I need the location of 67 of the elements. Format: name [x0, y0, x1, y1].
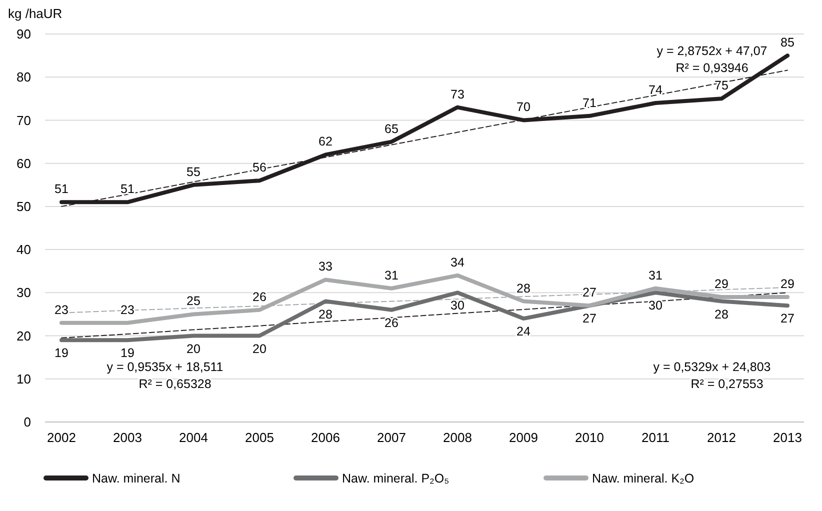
data-label: 71 — [582, 96, 596, 110]
data-label: 24 — [516, 324, 530, 339]
data-label: 74 — [648, 82, 662, 97]
data-label: 34 — [450, 255, 464, 270]
data-label: 19 — [54, 346, 68, 360]
y-tick-label: 70 — [16, 112, 31, 128]
data-label: 28 — [714, 307, 728, 322]
x-tick-label: 2013 — [773, 430, 802, 445]
x-tick-label: 2005 — [245, 430, 274, 445]
data-label: 51 — [120, 182, 134, 196]
y-tick-label: 30 — [16, 285, 31, 300]
x-tick-label: 2006 — [311, 430, 340, 445]
y-tick-label: 60 — [16, 156, 31, 171]
data-label: 30 — [450, 298, 464, 313]
x-tick-label: 2002 — [47, 430, 76, 445]
x-tick-label: 2004 — [179, 430, 208, 445]
annotation: y = 2,8752x + 47,07 — [656, 44, 768, 58]
data-label: 20 — [186, 342, 200, 356]
data-label: 31 — [384, 268, 398, 282]
annotation: y = 0,5329x + 24,803 — [653, 360, 771, 374]
legend-label: Naw. mineral. K₂O — [592, 471, 694, 486]
data-label: 28 — [318, 307, 332, 322]
data-label: 27 — [582, 312, 596, 326]
data-label: 27 — [582, 286, 596, 300]
data-label: 26 — [384, 316, 398, 330]
data-label: 19 — [120, 346, 134, 360]
data-label: 51 — [54, 182, 68, 196]
data-label: 31 — [648, 268, 662, 282]
data-label: 85 — [780, 36, 794, 50]
y-tick-label: 90 — [16, 26, 31, 42]
data-label: 55 — [186, 164, 200, 179]
data-label: 29 — [714, 276, 728, 291]
data-label: 70 — [516, 100, 530, 114]
data-label: 30 — [648, 298, 662, 313]
y-tick-label: 80 — [16, 70, 31, 85]
data-label: 75 — [714, 78, 728, 93]
x-tick-label: 2008 — [443, 430, 472, 445]
data-label: 27 — [780, 312, 794, 326]
data-label: 65 — [384, 122, 398, 136]
legend-label: Naw. mineral. P₂O₅ — [342, 471, 450, 486]
data-label: 26 — [252, 290, 266, 304]
y-tick-label: 50 — [16, 198, 31, 214]
x-tick-label: 2010 — [575, 430, 604, 445]
data-label: 62 — [318, 134, 332, 149]
legend-label: Naw. mineral. N — [92, 471, 180, 486]
data-label: 23 — [120, 302, 134, 317]
data-label: 25 — [186, 294, 200, 308]
x-tick-label: 2011 — [642, 430, 670, 445]
data-label: 28 — [516, 281, 530, 296]
data-label: 20 — [252, 342, 266, 356]
y-axis-title: kg /haUR — [8, 6, 62, 21]
annotation: R² = 0,93946 — [676, 61, 748, 75]
data-label: 33 — [318, 260, 332, 274]
data-label: 29 — [780, 276, 794, 291]
x-tick-label: 2007 — [377, 430, 406, 445]
data-label: 73 — [450, 87, 464, 102]
y-tick-label: 0 — [24, 414, 31, 430]
y-tick-label: 10 — [16, 371, 31, 386]
y-tick-label: 40 — [16, 242, 31, 258]
annotation: R² = 0,27553 — [690, 377, 764, 391]
x-tick-label: 2009 — [509, 430, 538, 445]
annotation: R² = 0,65328 — [138, 377, 212, 391]
data-label: 23 — [54, 302, 68, 317]
y-tick-label: 20 — [16, 328, 31, 344]
annotation: y = 0,9535x + 18,511 — [106, 360, 224, 374]
x-tick-label: 2012 — [707, 430, 736, 445]
x-tick-label: 2003 — [113, 430, 142, 445]
